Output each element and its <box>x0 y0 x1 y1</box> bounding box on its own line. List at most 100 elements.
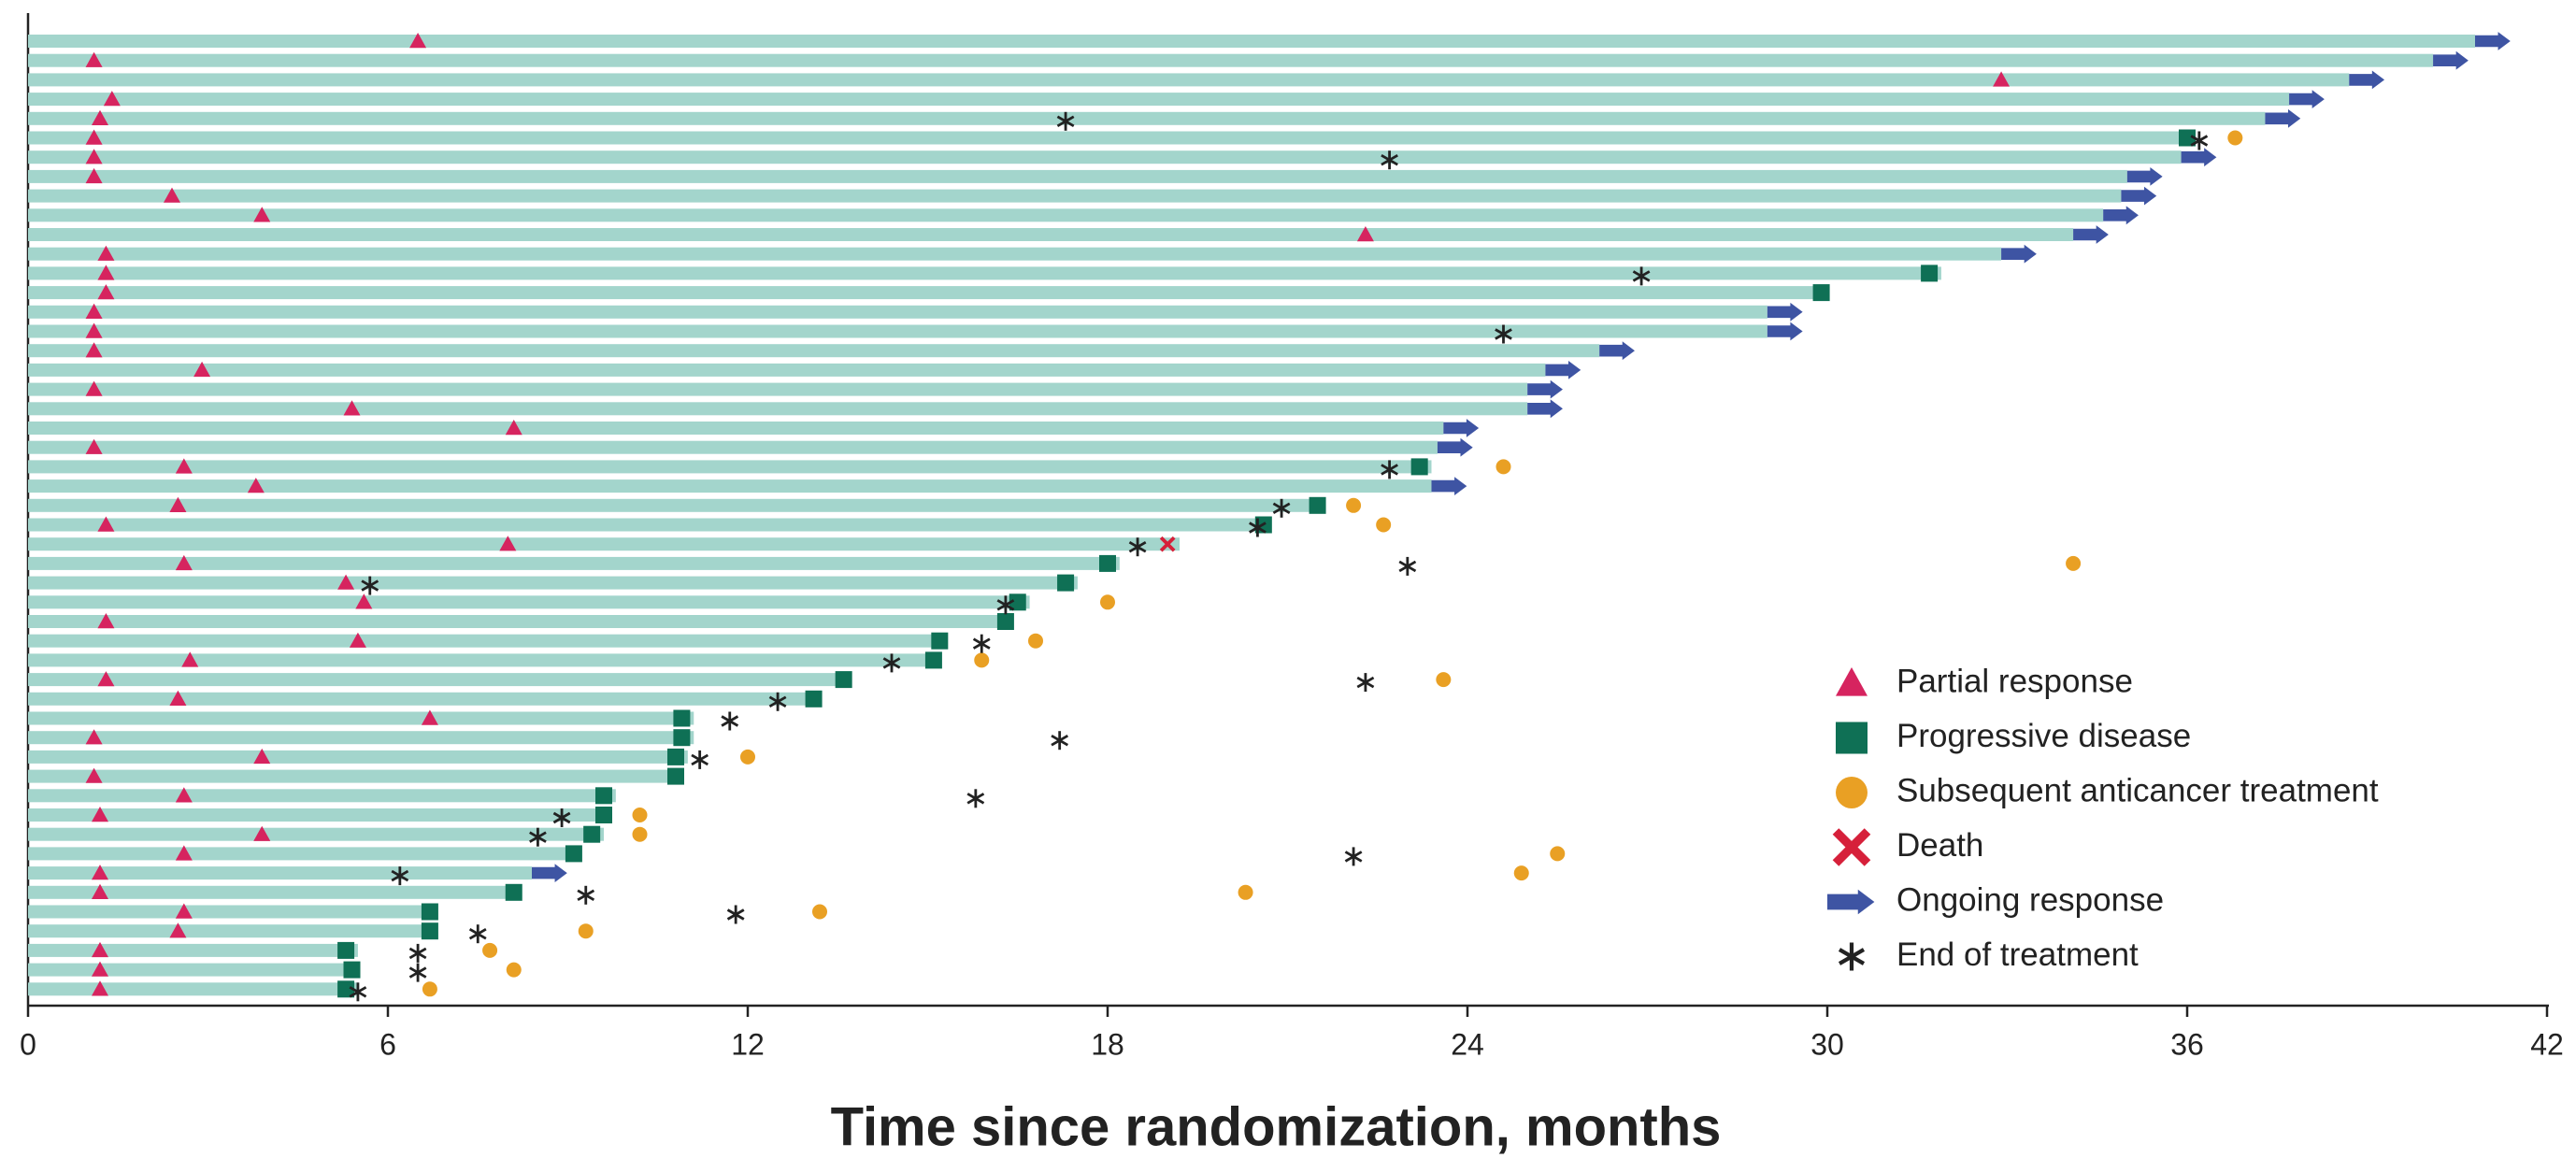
circle <box>812 904 827 920</box>
arrow-marker <box>1767 322 1803 341</box>
triangle-marker <box>97 671 115 687</box>
bar <box>28 673 851 687</box>
triangle <box>92 807 108 822</box>
bar <box>28 150 2182 164</box>
triangle-marker <box>92 980 108 996</box>
triangle <box>1356 226 1374 242</box>
triangle-marker <box>85 303 103 319</box>
square-marker <box>595 787 612 805</box>
arrow <box>2265 108 2301 128</box>
square-marker <box>931 632 949 650</box>
square <box>1410 458 1428 476</box>
triangle <box>92 109 108 125</box>
circle-marker <box>1028 633 1043 649</box>
arrow-marker <box>2103 206 2139 225</box>
triangle-marker <box>85 342 103 358</box>
arrow <box>532 864 567 882</box>
circle <box>1346 497 1362 513</box>
asterisk-stroke <box>996 599 1015 611</box>
circle <box>1550 846 1566 862</box>
square <box>565 845 582 863</box>
arrow <box>1437 437 1473 457</box>
legend-label: Progressive disease <box>1896 718 2191 754</box>
asterisk-marker <box>391 866 409 886</box>
circle <box>1100 594 1115 610</box>
x-tick-label: 12 <box>731 1027 765 1061</box>
circle-marker <box>1836 777 1868 808</box>
square-marker <box>343 961 361 979</box>
square-marker <box>805 690 823 708</box>
triangle <box>85 438 103 454</box>
asterisk-stroke <box>721 715 739 727</box>
triangle <box>97 284 115 300</box>
arrow-marker <box>2073 225 2109 244</box>
circle-marker <box>2066 555 2082 571</box>
arrow <box>1767 302 1803 322</box>
square <box>421 922 438 940</box>
triangle-marker <box>97 245 115 261</box>
bar <box>28 324 1767 338</box>
triangle-marker <box>247 478 265 493</box>
triangle-marker <box>92 961 108 977</box>
triangle-marker <box>349 632 366 648</box>
triangle <box>253 825 271 841</box>
triangle-marker <box>193 361 211 378</box>
legend-label: Death <box>1896 827 1983 864</box>
square-marker <box>667 748 684 765</box>
triangle-marker <box>505 420 522 436</box>
triangle-marker <box>85 129 103 145</box>
triangle <box>85 380 103 396</box>
square <box>931 632 949 650</box>
square-marker <box>583 825 601 843</box>
triangle <box>85 129 103 145</box>
x-axis-label: Time since randomization, months <box>831 1096 1722 1157</box>
asterisk-marker <box>1249 518 1267 537</box>
triangle-marker <box>92 865 108 880</box>
arrow-marker <box>1527 399 1563 419</box>
square <box>2179 129 2196 147</box>
arrow-marker <box>1827 889 1875 915</box>
bar <box>28 518 1270 532</box>
triangle <box>247 478 265 493</box>
bar <box>28 422 1444 435</box>
asterisk-stroke <box>468 927 487 940</box>
asterisk-stroke <box>408 966 427 979</box>
square <box>996 613 1014 630</box>
arrow-marker <box>1431 477 1467 495</box>
triangle <box>181 651 199 667</box>
asterisk-marker <box>1356 673 1375 693</box>
bar <box>28 111 2266 125</box>
asterisk-marker <box>408 963 427 982</box>
square-marker <box>421 922 438 940</box>
arrow-marker <box>1437 437 1473 457</box>
triangle <box>409 33 427 49</box>
triangle-marker <box>169 690 187 706</box>
square <box>505 883 522 901</box>
circle-marker <box>632 826 648 842</box>
triangle <box>92 865 108 880</box>
circle <box>1496 459 1511 475</box>
square-marker <box>673 709 691 727</box>
arrow <box>2001 244 2037 264</box>
triangle <box>97 516 115 532</box>
asterisk-marker <box>349 982 367 1002</box>
asterisk-stroke <box>391 869 409 882</box>
bar <box>28 789 616 803</box>
x-tick-label: 0 <box>20 1027 36 1061</box>
triangle-marker <box>97 613 115 629</box>
bar <box>28 498 1324 512</box>
bar <box>28 982 358 996</box>
square <box>1099 554 1116 572</box>
triangle <box>85 322 103 338</box>
triangle <box>175 554 193 571</box>
square <box>421 903 438 921</box>
asterisk-stroke <box>2190 135 2209 147</box>
circle <box>1238 884 1253 900</box>
arrow-marker <box>2121 186 2157 206</box>
circle-marker <box>1550 846 1566 862</box>
triangle <box>169 690 187 706</box>
triangle-marker <box>85 51 103 67</box>
circle-marker <box>578 923 594 939</box>
circle <box>2227 130 2243 146</box>
square <box>673 729 691 747</box>
